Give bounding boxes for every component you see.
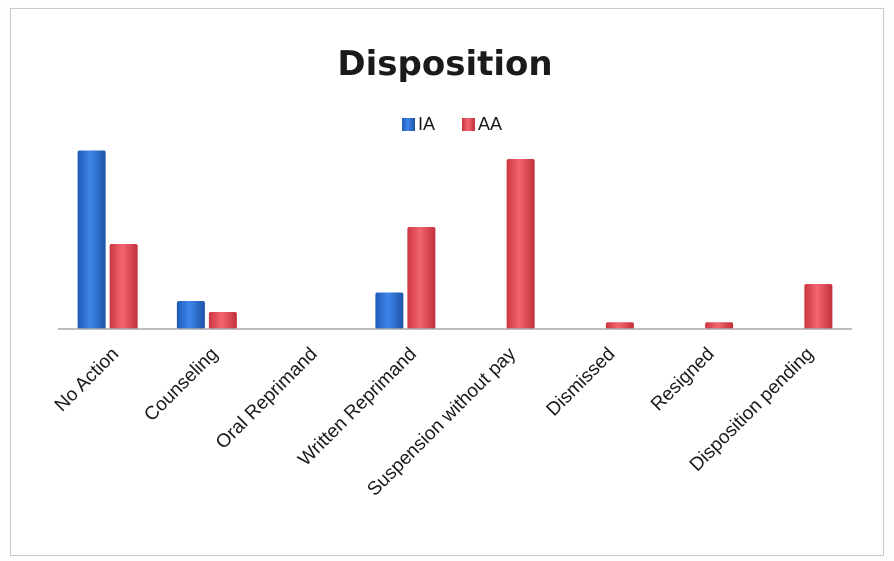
bar-ia-1 bbox=[77, 150, 106, 329]
bar-aa-1 bbox=[109, 244, 138, 329]
legend-swatch-aa bbox=[462, 118, 475, 131]
bar-ia-2 bbox=[176, 300, 205, 329]
x-tick-label: Counseling bbox=[140, 344, 222, 426]
bar-aa-4 bbox=[407, 227, 436, 329]
chart-title: Disposition bbox=[337, 44, 552, 84]
x-tick-label: Dismissed bbox=[543, 344, 620, 421]
bar-aa-7 bbox=[705, 322, 734, 329]
chart-frame: Disposition IA AA No Action Counseling Oral… bbox=[10, 8, 884, 556]
bar-aa-2 bbox=[208, 312, 237, 329]
bars bbox=[77, 150, 833, 329]
x-tick-label: No Action bbox=[51, 344, 123, 416]
legend: IA AA bbox=[402, 114, 502, 134]
bar-aa-5 bbox=[506, 159, 535, 329]
x-tick-label: Oral Reprimand bbox=[212, 344, 322, 454]
legend-label-ia: IA bbox=[418, 114, 435, 134]
bar-aa-8 bbox=[804, 283, 833, 329]
chart-svg: Disposition IA AA No Action CounselingOral… bbox=[51, 44, 852, 500]
legend-label-aa: AA bbox=[478, 114, 502, 134]
bar-ia-4 bbox=[375, 292, 404, 329]
legend-swatch-ia bbox=[402, 118, 415, 131]
x-tick-label: Resigned bbox=[647, 344, 719, 416]
bar-aa-6 bbox=[605, 322, 634, 329]
